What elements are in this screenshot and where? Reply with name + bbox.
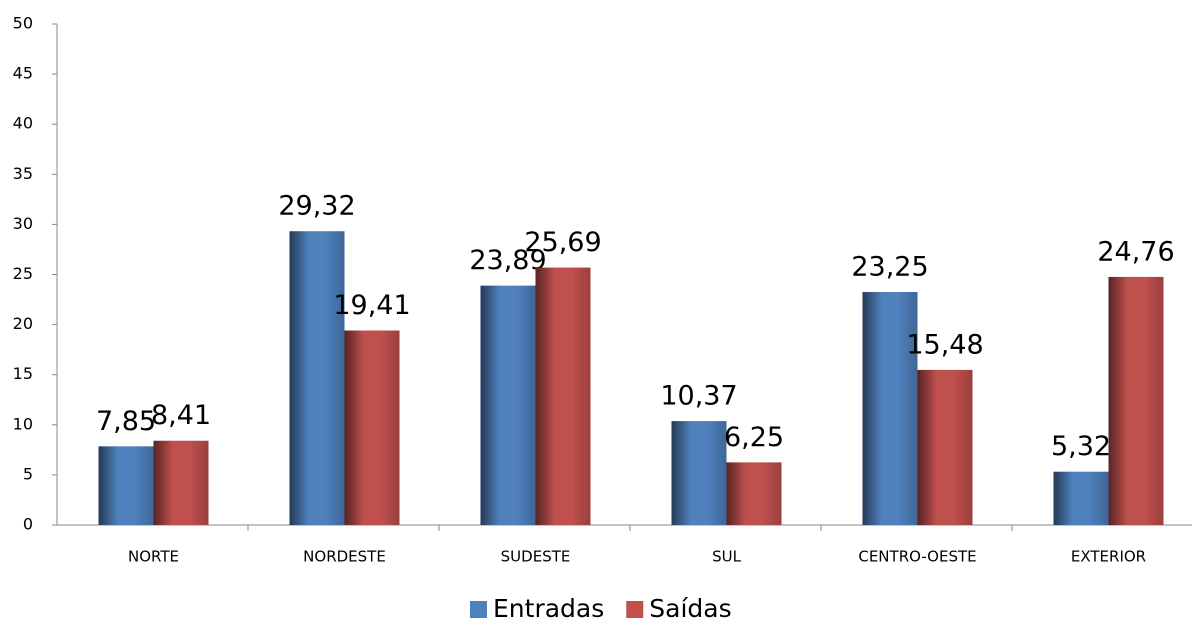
y-tick-label: 0	[23, 515, 33, 534]
legend-label: Saídas	[649, 594, 731, 623]
x-tick-label: NORTE	[128, 548, 179, 566]
bar	[98, 446, 154, 525]
y-tick-label: 15	[13, 364, 33, 383]
bar	[480, 285, 536, 525]
legend-swatch	[626, 601, 644, 618]
y-tick-label: 45	[13, 64, 33, 83]
legend-label: Entradas	[493, 594, 604, 623]
value-label: 25,69	[524, 227, 601, 258]
y-tick-label: 30	[13, 214, 33, 233]
value-label: 8,41	[151, 400, 211, 431]
bar	[289, 231, 345, 525]
bar	[917, 369, 973, 525]
value-label: 23,89	[469, 245, 546, 276]
bar	[344, 330, 400, 525]
value-label: 15,48	[906, 329, 983, 360]
value-label: 6,25	[724, 422, 784, 453]
y-tick-label: 25	[13, 264, 33, 283]
bar	[535, 267, 591, 525]
value-label: 24,76	[1097, 236, 1174, 267]
x-tick-label: SUDESTE	[501, 548, 571, 566]
y-tick-label: 40	[13, 114, 33, 133]
bar	[1053, 471, 1109, 525]
value-label: 10,37	[660, 381, 737, 412]
y-tick-label: 50	[13, 14, 33, 33]
bar	[862, 292, 918, 525]
y-tick-label: 5	[23, 464, 33, 483]
value-label: 7,85	[96, 406, 156, 437]
bar	[726, 462, 782, 525]
x-tick-label: SUL	[712, 548, 742, 566]
legend-swatch	[470, 601, 487, 618]
x-tick-label: NORDESTE	[303, 548, 386, 566]
x-tick-label: CENTRO-OESTE	[858, 548, 976, 566]
y-tick-label: 10	[13, 414, 33, 433]
bar	[1108, 276, 1164, 525]
value-label: 29,32	[278, 191, 355, 222]
bar	[671, 421, 727, 525]
x-tick-label: EXTERIOR	[1071, 548, 1146, 566]
bar	[153, 440, 209, 525]
value-label: 5,32	[1051, 431, 1111, 462]
value-label: 19,41	[333, 290, 410, 321]
value-label: 23,25	[851, 252, 928, 283]
y-tick-label: 20	[13, 314, 33, 333]
y-tick-label: 35	[13, 164, 33, 183]
